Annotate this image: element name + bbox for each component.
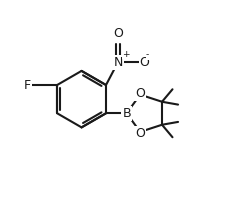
Text: O: O: [140, 56, 149, 69]
Text: N: N: [113, 56, 123, 69]
Text: O: O: [135, 127, 145, 140]
Text: -: -: [146, 51, 149, 60]
Text: B: B: [122, 107, 131, 120]
Text: F: F: [24, 79, 31, 92]
Text: O: O: [113, 27, 123, 40]
Text: O: O: [135, 87, 145, 100]
Text: +: +: [122, 50, 129, 59]
